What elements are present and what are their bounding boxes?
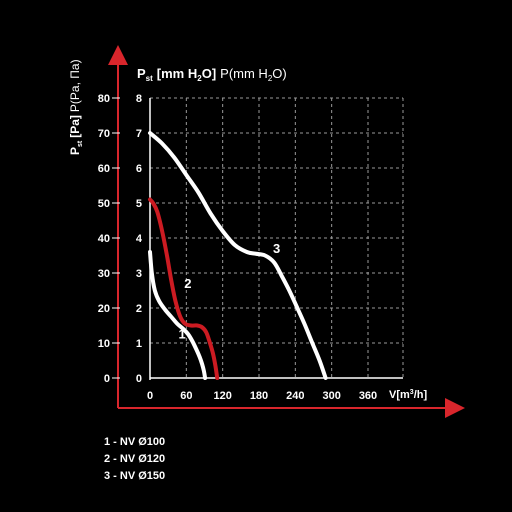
y-tick-labels-mm: 0 1 2 3 4 5 6 7 8 <box>136 93 143 385</box>
series-line-1 <box>148 250 208 380</box>
y-tick-label-mm: 6 <box>136 163 142 175</box>
curve-label-3: 3 <box>273 241 280 256</box>
x-tick-label: 0 <box>147 390 153 402</box>
legend-item: 3 - NV Ø150 <box>104 470 166 482</box>
y-tick-label-pa: 80 <box>98 93 110 105</box>
curve-label-2: 2 <box>184 276 191 291</box>
y-tick-label-mm: 8 <box>136 93 142 105</box>
y-tick-label-pa: 50 <box>98 198 110 210</box>
y-tick-label-mm: 7 <box>136 128 142 140</box>
y-tick-labels-pa: 0 10 20 30 40 50 60 70 80 <box>98 93 120 385</box>
y-tick-label-pa: 0 <box>104 373 110 385</box>
x-axis-label: V[m3/h] <box>389 389 427 401</box>
chart-legend: 1 - NV Ø100 2 - NV Ø120 3 - NV Ø150 <box>104 434 165 485</box>
y-tick-label-mm: 5 <box>136 198 142 210</box>
y-tick-label-mm: 3 <box>136 268 142 280</box>
y-tick-label-mm: 2 <box>136 303 142 315</box>
y-tick-label-mm: 4 <box>136 233 143 245</box>
y-tick-label-pa: 60 <box>98 163 110 175</box>
chart-grid <box>150 97 404 378</box>
y-tick-label-pa: 40 <box>98 233 110 245</box>
x-tick-label: 60 <box>180 390 192 402</box>
x-tick-label: 180 <box>250 390 268 402</box>
legend-item: 1 - NV Ø100 <box>104 436 166 448</box>
curve-label-1: 1 <box>179 326 186 341</box>
y-tick-label-pa: 10 <box>98 338 110 350</box>
x-tick-label: 240 <box>286 390 304 402</box>
x-tick-label: 360 <box>359 390 377 402</box>
x-tick-labels: 0 60 120 180 240 300 360 <box>147 390 377 402</box>
chart-axes <box>108 45 465 418</box>
y-tick-label-pa: 70 <box>98 128 110 140</box>
chart-series <box>148 131 328 380</box>
series-line-3 <box>148 131 328 380</box>
legend-item: 2 - NV Ø120 <box>104 453 166 465</box>
chart-title: Pst [mm H2O] P(mm H2O) <box>137 66 287 83</box>
series-line-2 <box>148 197 220 380</box>
y-axis-label: Pst[Pa]P(Pa, Па) <box>68 59 84 155</box>
y-tick-label-mm: 1 <box>136 338 142 350</box>
y-tick-label-pa: 30 <box>98 268 110 280</box>
y-tick-label-mm: 0 <box>136 373 142 385</box>
x-tick-label: 120 <box>213 390 231 402</box>
curve-labels: 1 2 3 <box>179 241 281 341</box>
y-tick-label-pa: 20 <box>98 303 110 315</box>
x-tick-label: 300 <box>322 390 340 402</box>
